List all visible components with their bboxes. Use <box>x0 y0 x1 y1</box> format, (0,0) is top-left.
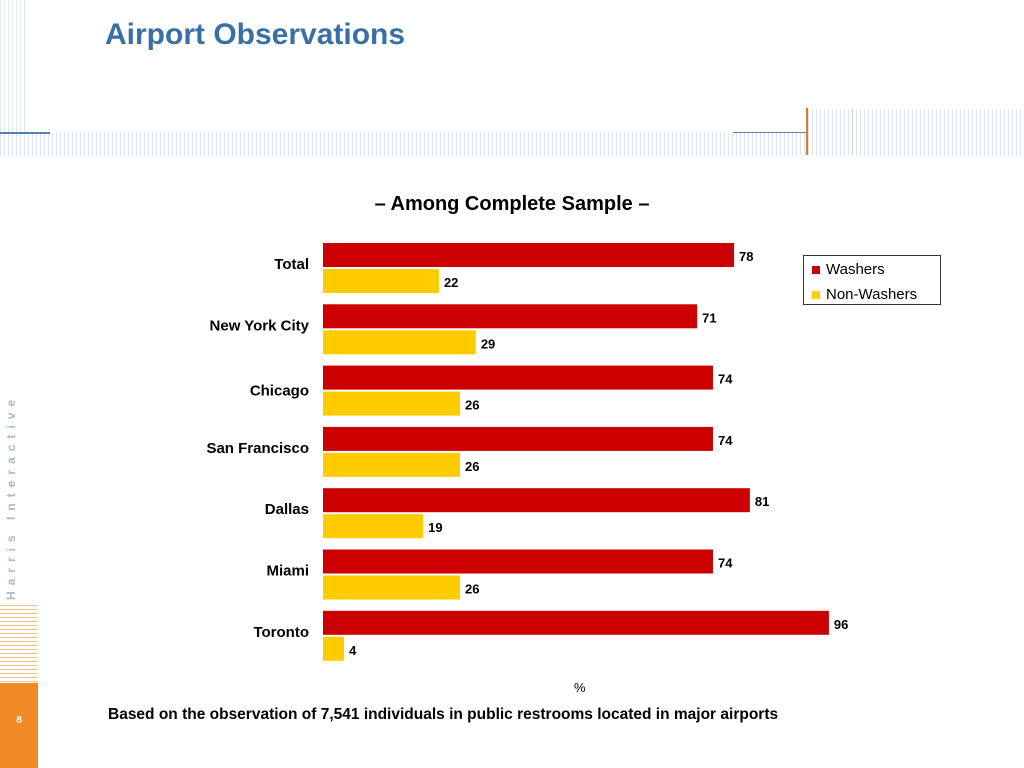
data-label-non-washers-total: 22 <box>444 275 458 290</box>
page-badge <box>0 683 38 768</box>
data-label-washers-toronto: 96 <box>834 617 848 632</box>
category-label-total: Total <box>274 256 309 273</box>
x-axis-unit-label: % <box>574 680 586 695</box>
bar-non-washers-san-francisco <box>323 452 461 477</box>
legend-swatch-washers <box>812 265 820 274</box>
header-divider-gray <box>852 108 853 155</box>
decorative-stripes <box>0 0 24 155</box>
bar-non-washers-dallas <box>323 514 424 539</box>
bar-washers-miami <box>323 549 713 574</box>
footnote: Based on the observation of 7,541 indivi… <box>108 706 779 723</box>
category-label-toronto: Toronto <box>253 624 309 641</box>
data-label-non-washers-miami: 26 <box>465 582 479 597</box>
header-divider-orange <box>806 108 808 155</box>
header-accent-line-right <box>733 132 853 133</box>
header-accent-line <box>0 132 50 134</box>
decorative-orange-lines <box>0 605 38 683</box>
bar-non-washers-chicago <box>323 391 461 416</box>
legend-label-washers: Washers <box>826 261 885 278</box>
bar-non-washers-toronto <box>323 636 345 661</box>
category-label-miami: Miami <box>266 563 309 580</box>
bar-non-washers-new-york-city <box>323 330 476 355</box>
data-label-non-washers-dallas: 19 <box>428 520 442 535</box>
bar-non-washers-miami <box>323 575 461 600</box>
data-label-washers-san-francisco: 74 <box>718 433 733 448</box>
data-label-washers-total: 78 <box>739 249 753 264</box>
data-label-washers-new-york-city: 71 <box>702 310 716 325</box>
page-number: 8 <box>16 715 22 726</box>
legend-item-non-washers: Non-Washers <box>812 286 917 303</box>
data-label-non-washers-new-york-city: 29 <box>481 336 495 351</box>
decorative-line <box>24 0 25 155</box>
bar-washers-new-york-city <box>323 304 698 329</box>
category-label-dallas: Dallas <box>265 501 309 518</box>
bar-washers-toronto <box>323 610 829 635</box>
bar-washers-total <box>323 243 735 267</box>
data-label-washers-chicago: 74 <box>718 372 733 387</box>
page-title: Airport Observations <box>105 18 406 51</box>
category-label-san-francisco: San Francisco <box>206 440 309 457</box>
data-label-washers-miami: 74 <box>718 556 733 571</box>
category-label-new-york-city: New York City <box>210 317 310 334</box>
bar-washers-dallas <box>323 488 750 513</box>
legend-item-washers: Washers <box>812 261 885 278</box>
legend-label-non-washers: Non-Washers <box>826 286 918 303</box>
data-label-washers-dallas: 81 <box>755 494 769 509</box>
bar-non-washers-total <box>323 269 439 293</box>
legend-swatch-non-washers <box>812 290 820 299</box>
bar-washers-chicago <box>323 365 713 390</box>
data-label-non-washers-toronto: 4 <box>349 643 357 658</box>
data-label-non-washers-chicago: 26 <box>465 398 479 413</box>
data-label-non-washers-san-francisco: 26 <box>465 459 479 474</box>
header-band <box>0 133 1024 155</box>
bar-washers-san-francisco <box>323 426 713 451</box>
category-label-chicago: Chicago <box>250 383 309 400</box>
chart-title: – Among Complete Sample – <box>374 193 650 215</box>
chart-legend: Washers Non-Washers <box>803 255 941 305</box>
header-right-band <box>808 110 1024 155</box>
